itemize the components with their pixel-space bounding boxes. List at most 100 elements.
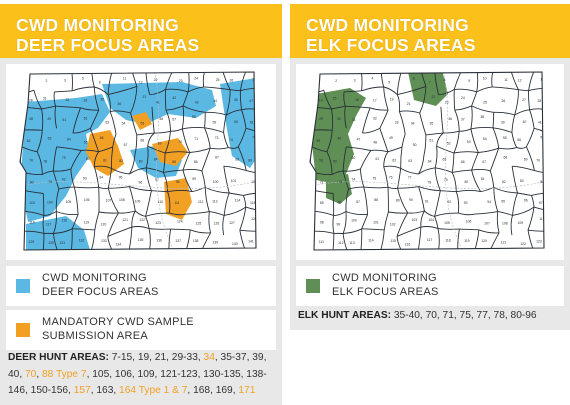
unit-boundary xyxy=(146,70,173,71)
hunt-unit-label: 110 xyxy=(539,217,545,221)
unit-boundary xyxy=(71,72,73,91)
hunt-unit-label: 22 xyxy=(154,78,158,82)
unit-boundary xyxy=(398,111,406,135)
unit-boundary xyxy=(418,186,441,192)
unit-boundary xyxy=(261,193,262,210)
hunt-unit-label: 35 xyxy=(430,121,434,125)
hunt-unit-label: 66 xyxy=(100,136,104,140)
hunt-unit-label: 85 xyxy=(320,201,324,205)
mandatory-hunt-area: 157 xyxy=(73,385,91,396)
hunt-unit-label: 93 xyxy=(83,176,87,180)
hunt-unit-label: 31 xyxy=(352,118,356,122)
elk-focus-area xyxy=(408,72,448,106)
mandatory-hunt-area: 88 Type 7 xyxy=(42,368,87,380)
hunt-unit-label: 120 xyxy=(481,239,487,243)
hunt-unit-label: 25 xyxy=(216,78,220,82)
unit-boundary xyxy=(361,214,369,229)
unit-boundary xyxy=(56,211,79,216)
unit-boundary xyxy=(549,231,550,252)
hunt-unit-label: 130 xyxy=(48,241,54,245)
hunt-unit-label: 32 xyxy=(373,116,377,120)
unit-boundary xyxy=(72,107,81,134)
unit-boundary xyxy=(165,72,174,90)
unit-boundary xyxy=(204,112,206,128)
unit-boundary xyxy=(434,212,459,217)
unit-boundary xyxy=(168,229,172,250)
unit-boundary xyxy=(189,69,206,70)
unit-boundary xyxy=(399,110,420,114)
hunt-unit-label: 103 xyxy=(29,201,35,205)
unit-boundary xyxy=(549,210,550,231)
unit-boundary xyxy=(396,212,409,237)
unit-boundary xyxy=(223,132,229,148)
hunt-unit-label: 57 xyxy=(172,118,176,122)
unit-boundary xyxy=(474,251,489,252)
unit-boundary xyxy=(331,108,334,131)
hunt-unit-label: 27 xyxy=(522,98,526,102)
unit-boundary xyxy=(400,168,419,175)
unit-boundary xyxy=(223,192,230,216)
hunt-unit-label: 123 xyxy=(536,239,542,243)
hunt-unit-label: 42 xyxy=(172,96,176,100)
unit-boundary xyxy=(42,215,45,234)
hunt-unit-label: 71 xyxy=(194,137,198,141)
unit-boundary xyxy=(370,149,389,153)
hunt-unit-label: 62 xyxy=(392,158,396,162)
unit-boundary xyxy=(163,169,184,173)
unit-boundary xyxy=(169,212,187,216)
unit-boundary xyxy=(397,186,419,189)
unit-boundary xyxy=(131,226,150,230)
hunt-unit-label: 106 xyxy=(466,220,472,224)
unit-boundary xyxy=(54,106,58,129)
hunt-area-text: , 168, 169, xyxy=(187,385,239,396)
unit-boundary xyxy=(70,150,82,170)
unit-boundary xyxy=(383,86,398,95)
deer-legend-mandatory: MANDATORY CWD SAMPLE SUBMISSION AREA xyxy=(6,310,276,350)
unit-boundary xyxy=(326,130,333,152)
unit-boundary xyxy=(167,190,193,193)
unit-boundary xyxy=(52,170,60,190)
hunt-unit-label: 47 xyxy=(249,99,253,103)
hunt-unit-label: 56 xyxy=(159,117,163,121)
mandatory-hunt-area: 70 xyxy=(25,368,37,380)
unit-boundary xyxy=(362,107,371,134)
unit-boundary xyxy=(425,132,444,136)
unit-boundary xyxy=(41,108,44,131)
unit-boundary xyxy=(224,206,247,216)
unit-boundary xyxy=(41,105,56,110)
hunt-unit-label: 36 xyxy=(448,117,452,121)
hunt-unit-label: 136 xyxy=(156,239,162,243)
hunt-unit-label: 139 xyxy=(212,241,218,245)
unit-boundary xyxy=(528,90,531,110)
unit-boundary xyxy=(71,86,95,92)
unit-boundary xyxy=(493,187,499,212)
hunt-unit-label: 59 xyxy=(213,121,217,125)
unit-boundary xyxy=(149,252,169,253)
mandatory-label-line1: MANDATORY CWD SAMPLE xyxy=(42,316,194,328)
unit-boundary xyxy=(511,70,535,71)
unit-boundary xyxy=(241,109,247,129)
hunt-unit-label: 84 xyxy=(540,180,544,184)
hunt-unit-label: 40 xyxy=(523,120,527,124)
hunt-unit-label: 55 xyxy=(141,121,145,125)
unit-boundary xyxy=(402,69,421,70)
unit-boundary xyxy=(107,168,112,189)
unit-boundary xyxy=(471,91,478,107)
hunt-unit-label: 128 xyxy=(251,217,257,221)
unit-boundary xyxy=(226,109,242,116)
hunt-unit-label: 106 xyxy=(84,198,90,202)
unit-boundary xyxy=(512,192,518,216)
elk-title-line2: ELK FOCUS AREAS xyxy=(306,35,476,55)
mandatory-hunt-area: 171 xyxy=(238,385,256,396)
unit-boundary xyxy=(516,146,527,149)
hunt-unit-label: 140 xyxy=(232,242,238,246)
unit-boundary xyxy=(182,105,206,113)
hunt-unit-label: 84 xyxy=(154,158,158,162)
hunt-unit-label: 74 xyxy=(229,138,233,142)
deer-unit-boundaries xyxy=(20,69,262,253)
hunt-unit-label: 109 xyxy=(517,221,523,225)
hunt-unit-label: 134 xyxy=(115,242,121,246)
hunt-unit-label: 51 xyxy=(429,139,433,143)
unit-boundary xyxy=(512,206,535,216)
unit-boundary xyxy=(363,186,369,215)
